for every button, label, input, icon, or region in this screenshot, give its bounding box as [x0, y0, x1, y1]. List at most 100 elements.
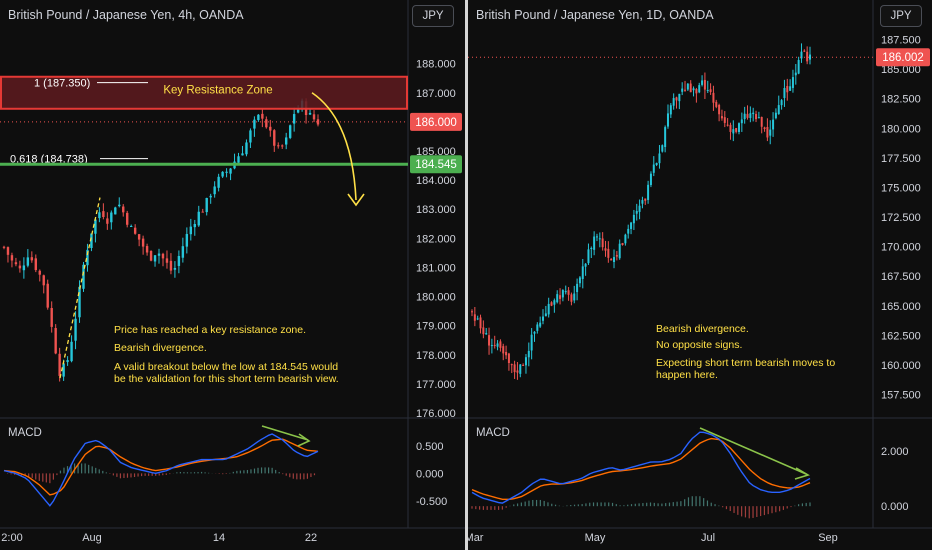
candle-body — [189, 226, 193, 235]
chart-panel-4h[interactable]: 188.000 187.000 186.000 185.000 184.000 183.0… — [0, 0, 465, 550]
bearish-arrow-head — [347, 193, 365, 207]
candle-body — [681, 88, 684, 92]
candle-body — [613, 257, 616, 263]
candle-body — [181, 246, 185, 258]
candle-body — [604, 248, 607, 251]
candle-body — [249, 130, 252, 143]
price-axis — [408, 0, 465, 550]
price-tick-label: 160.000 — [881, 360, 921, 372]
time-tick-label: 2:00 — [1, 532, 22, 544]
candle-body — [769, 129, 772, 136]
candle-body — [38, 270, 41, 275]
candle-body — [644, 198, 647, 201]
candle-body — [90, 233, 93, 248]
candle-body — [229, 168, 232, 174]
candle-body — [30, 257, 34, 261]
price-tick-label: 179.000 — [416, 321, 456, 333]
candle-body — [161, 253, 165, 259]
candle-body — [58, 353, 61, 376]
candle-body — [755, 113, 758, 120]
candle-body — [701, 80, 704, 85]
price-tick-label: 187.000 — [416, 88, 456, 100]
note-line: Bearish divergence. — [114, 342, 207, 354]
candle-body — [122, 206, 125, 213]
candle-body — [624, 234, 627, 244]
candle-body — [510, 364, 513, 366]
candle-body — [265, 119, 268, 128]
candle-body — [141, 238, 145, 247]
candle-body — [720, 116, 723, 119]
candle-body — [129, 226, 133, 228]
candle-body — [542, 316, 545, 321]
currency-button[interactable]: JPY — [412, 5, 454, 27]
candle-body — [737, 123, 740, 132]
candle-body — [715, 101, 718, 107]
candle-body — [316, 119, 320, 125]
candle-body — [749, 113, 752, 118]
candle-body — [42, 275, 45, 286]
candle-body — [94, 219, 97, 234]
candle-body — [277, 145, 280, 147]
candle-body — [126, 212, 129, 225]
candle-body — [684, 89, 687, 91]
currency-button[interactable]: JPY — [880, 5, 922, 27]
candle-body — [118, 204, 121, 207]
candle-body — [485, 333, 488, 335]
candle-body — [649, 173, 652, 186]
candle-body — [499, 341, 502, 348]
candle-body — [197, 211, 200, 226]
candle-body — [269, 126, 272, 131]
candle-body — [281, 145, 284, 147]
price-tick-label: 162.500 — [881, 330, 921, 342]
candle-body — [505, 351, 508, 356]
price-axis — [873, 0, 932, 550]
candle-body — [50, 308, 53, 327]
resistance-zone — [0, 75, 408, 110]
candle-body — [46, 283, 49, 308]
macd-divergence-arrow-head — [794, 467, 810, 480]
candle-body — [618, 243, 621, 259]
price-tick-label: 165.000 — [881, 301, 921, 313]
time-tick-label: Aug — [82, 532, 102, 544]
zone-label: Key Resistance Zone — [163, 85, 272, 97]
panel-divider[interactable] — [465, 0, 468, 550]
candle-body — [26, 257, 30, 266]
candle-body — [86, 249, 89, 266]
candle-body — [516, 370, 519, 373]
chart-canvas-1d[interactable]: 187.500 185.000 182.500 180.000 177.500 175.0… — [468, 0, 932, 550]
candle-body — [698, 85, 701, 93]
chart-panel-1d[interactable]: 187.500 185.000 182.500 180.000 177.500 175.0… — [468, 0, 932, 550]
candle-body — [201, 211, 204, 213]
candle-body — [273, 130, 276, 146]
candle-body — [157, 253, 161, 256]
candle-body — [593, 236, 596, 250]
candle-body — [706, 89, 709, 91]
chart-canvas-4h[interactable]: 188.000 187.000 186.000 185.000 184.000 183.0… — [0, 0, 465, 550]
candle-body — [524, 357, 527, 366]
support-price-tag-label: 184.545 — [415, 159, 457, 171]
candle-body — [550, 302, 553, 306]
candle-body — [669, 105, 672, 115]
price-tick-label: 181.000 — [416, 262, 456, 274]
macd-label: MACD — [476, 427, 510, 439]
candle-body — [752, 112, 755, 115]
candle-body — [766, 126, 769, 138]
candle-body — [54, 328, 57, 354]
candle-body — [22, 265, 26, 271]
macd-label: MACD — [8, 427, 42, 439]
candle-body — [253, 119, 256, 129]
candle-body — [789, 86, 792, 91]
candle-body — [6, 247, 10, 255]
candle-body — [661, 145, 664, 152]
candle-body — [257, 114, 260, 121]
note-line: Expecting short term bearish moves to — [656, 357, 835, 369]
macd-tick-label: 0.000 — [416, 468, 444, 480]
candle-body — [2, 246, 6, 248]
candle-body — [496, 343, 499, 347]
candle-body — [791, 77, 794, 88]
candle-body — [712, 92, 715, 103]
last-price-tag — [410, 112, 462, 131]
candle-body — [658, 153, 661, 164]
candle-body — [675, 97, 678, 101]
price-tick-label: 187.500 — [881, 34, 921, 46]
